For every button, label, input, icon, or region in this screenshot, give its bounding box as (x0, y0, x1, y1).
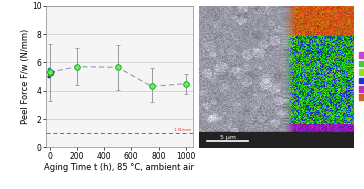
Point (49, 73, 55, 76)
Point (48, 71, 54, 74)
Point (47, 74, 53, 77)
Point (47, 70, 53, 73)
Point (149, 85, 155, 88)
Text: 1 N/mm: 1 N/mm (174, 128, 191, 132)
Point (47, 68, 52, 71)
Point (115, 66, 120, 69)
Legend: Al, Ni, Sn, Pb, Ag, Cu: Al, Ni, Sn, Pb, Ag, Cu (358, 52, 364, 101)
Point (46, 71, 52, 74)
X-axis label: Aging Time t (h), 85 °C, ambient air: Aging Time t (h), 85 °C, ambient air (44, 163, 194, 172)
Point (183, 82, 189, 85)
Point (50, 71, 56, 74)
Point (47, 73, 53, 76)
Point (47, 71, 52, 74)
Y-axis label: Peel Force F/w (N/mm): Peel Force F/w (N/mm) (21, 29, 30, 124)
Point (46, 75, 52, 78)
Text: 5 μm: 5 μm (220, 135, 236, 140)
Point (48, 69, 54, 72)
Point (74, 65, 80, 68)
